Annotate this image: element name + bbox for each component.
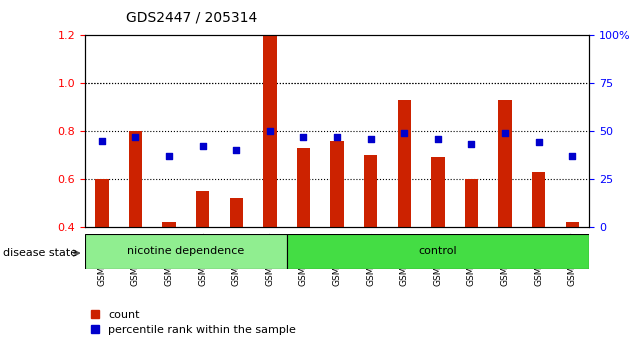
Bar xyxy=(263,35,277,227)
Point xyxy=(567,153,577,159)
Point xyxy=(534,139,544,145)
Bar xyxy=(297,148,310,227)
Bar xyxy=(532,172,546,227)
Bar xyxy=(229,198,243,227)
Text: GDS2447 / 205314: GDS2447 / 205314 xyxy=(126,11,257,25)
Point xyxy=(97,138,107,143)
Point xyxy=(299,134,309,139)
Point xyxy=(365,136,375,142)
Point xyxy=(198,143,208,149)
Point xyxy=(500,130,510,136)
Bar xyxy=(287,234,589,269)
Bar xyxy=(95,179,108,227)
Point xyxy=(332,134,342,139)
Text: nicotine dependence: nicotine dependence xyxy=(127,246,244,256)
Point xyxy=(399,130,410,136)
Point xyxy=(231,147,241,153)
Point xyxy=(466,142,476,147)
Bar xyxy=(364,155,377,227)
Point xyxy=(433,136,443,142)
Bar xyxy=(566,222,579,227)
Bar xyxy=(129,131,142,227)
Point xyxy=(130,134,140,139)
Bar xyxy=(85,234,287,269)
Text: control: control xyxy=(418,246,457,256)
Point xyxy=(265,128,275,134)
Point xyxy=(164,153,174,159)
Legend: count, percentile rank within the sample: count, percentile rank within the sample xyxy=(91,310,296,335)
Bar xyxy=(163,222,176,227)
Bar xyxy=(498,100,512,227)
Bar xyxy=(330,141,344,227)
Bar xyxy=(465,179,478,227)
Text: disease state: disease state xyxy=(3,248,77,258)
Bar xyxy=(398,100,411,227)
Bar xyxy=(431,157,445,227)
Bar xyxy=(196,191,209,227)
